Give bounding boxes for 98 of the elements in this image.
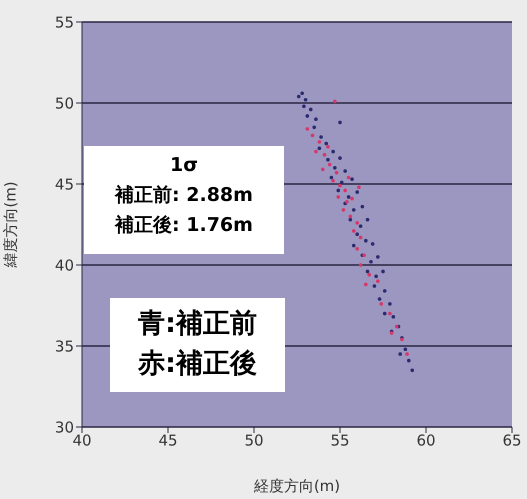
point — [336, 188, 340, 192]
point — [306, 127, 310, 131]
point — [333, 100, 337, 104]
point — [326, 144, 330, 149]
point — [352, 229, 356, 233]
note-box: 1σ 補正前: 2.88m 補正後: 1.76m — [84, 146, 284, 254]
point — [346, 176, 350, 180]
annotation: 青:補正前 — [137, 307, 258, 341]
point — [379, 302, 384, 306]
point — [326, 158, 330, 162]
point — [338, 120, 342, 124]
point — [318, 146, 322, 150]
point — [314, 150, 318, 154]
point — [358, 236, 362, 240]
point — [331, 178, 335, 183]
point — [300, 91, 304, 96]
y-axis-title: 緯度方向(m) — [1, 181, 20, 269]
x-tick-label: 60 — [416, 432, 436, 450]
y-tick-label: 45 — [54, 175, 74, 194]
point — [333, 166, 337, 170]
point — [328, 162, 332, 166]
point — [381, 270, 385, 274]
y-tick-label: 50 — [54, 94, 74, 112]
x-tick-label: 50 — [244, 432, 264, 450]
point — [366, 270, 370, 274]
point — [343, 169, 347, 173]
point — [360, 204, 364, 208]
point — [366, 218, 370, 222]
point — [312, 126, 316, 130]
point — [404, 347, 408, 352]
point — [352, 244, 356, 248]
point — [378, 297, 382, 301]
point — [343, 188, 347, 192]
point — [388, 302, 392, 306]
point — [364, 238, 368, 242]
point — [308, 108, 313, 112]
point — [410, 368, 414, 372]
point — [304, 98, 308, 102]
point — [334, 170, 338, 174]
point — [319, 135, 323, 139]
point — [355, 221, 359, 225]
point — [336, 195, 340, 199]
point — [382, 289, 387, 293]
point — [330, 176, 334, 180]
point — [348, 214, 352, 218]
point — [355, 247, 359, 251]
point — [352, 208, 356, 212]
point — [310, 134, 314, 138]
point — [364, 282, 368, 286]
point — [392, 315, 396, 319]
point — [382, 312, 387, 316]
point — [370, 242, 374, 246]
point — [342, 208, 346, 212]
point — [314, 117, 318, 121]
point — [338, 156, 342, 160]
x-axis-title: 経度方向(m) — [252, 477, 340, 495]
point — [321, 168, 325, 172]
point — [322, 153, 326, 157]
point — [376, 255, 380, 259]
y-tick-label: 35 — [54, 337, 74, 356]
point — [331, 150, 335, 154]
annotation: 補正後: 1.76m — [114, 213, 254, 238]
point — [372, 284, 376, 288]
point — [358, 224, 362, 228]
note-box: 青:補正前 赤:補正後 — [110, 298, 285, 392]
point — [358, 263, 362, 267]
annotation: 1σ — [168, 153, 200, 178]
y-tick-label: 40 — [54, 256, 74, 274]
point — [302, 104, 306, 108]
x-tick-label: 55 — [330, 432, 350, 450]
point — [388, 312, 392, 316]
y-tick-label: 30 — [54, 418, 74, 436]
point — [340, 180, 344, 184]
annotation: 補正前: 2.88m — [114, 183, 254, 208]
point — [324, 142, 328, 146]
point — [407, 358, 411, 362]
point — [306, 114, 310, 118]
point — [374, 274, 378, 278]
point — [346, 195, 350, 199]
point — [318, 140, 322, 144]
x-tick-label: 40 — [72, 432, 92, 450]
x-tick-label: 65 — [502, 432, 522, 450]
point — [367, 272, 372, 277]
point — [296, 94, 301, 98]
point — [398, 352, 402, 356]
point — [338, 184, 342, 188]
point — [348, 218, 352, 222]
annotation: 赤:補正後 — [136, 347, 258, 381]
point — [350, 177, 354, 181]
point — [355, 232, 359, 236]
point — [376, 279, 380, 283]
x-tick-label: 45 — [158, 432, 178, 450]
point — [369, 260, 373, 264]
point — [355, 190, 359, 194]
point — [405, 352, 409, 356]
point — [350, 196, 354, 200]
y-tick-label: 55 — [54, 13, 74, 32]
point — [357, 185, 361, 190]
